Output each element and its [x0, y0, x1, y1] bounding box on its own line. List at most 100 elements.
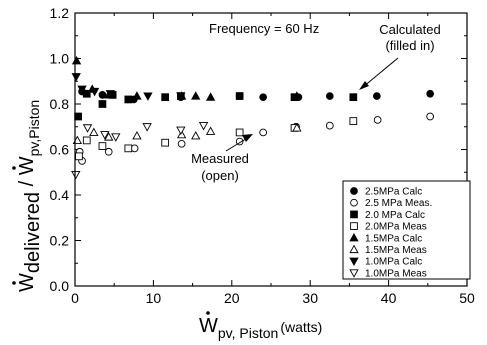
data-point [205, 92, 216, 101]
legend-marker [350, 187, 358, 195]
data-point [75, 152, 83, 161]
y-tick-label: 0.4 [50, 187, 70, 203]
data-point [105, 90, 115, 99]
data-point [71, 170, 81, 180]
calculated-arrow-head [359, 81, 369, 90]
data-point [132, 91, 142, 100]
legend-marker [349, 232, 359, 242]
y-tick-label: 0.8 [50, 96, 70, 112]
data-point [426, 112, 435, 121]
y-tick-label: 0.2 [50, 233, 70, 249]
data-point [198, 122, 209, 131]
y-label-slash: / [16, 175, 38, 192]
series-6 [71, 73, 186, 101]
y-tick-label: 1.0 [50, 51, 70, 67]
x-tick-label: 10 [146, 290, 162, 306]
data-point [98, 142, 107, 150]
data-point [292, 91, 302, 100]
frequency-annotation: Frequency = 60 Hz [209, 21, 319, 36]
data-point [176, 126, 186, 135]
y-tick-labels: 0.0 0.2 0.4 0.6 0.8 1.0 1.2 [50, 5, 70, 294]
legend-box [342, 180, 471, 280]
calculated-arrow-line [362, 57, 399, 88]
data-point [104, 132, 114, 141]
plot-frame [74, 12, 468, 287]
legend-label: 2.0MPa Meas [365, 222, 427, 233]
data-point [191, 131, 201, 140]
data-point [82, 124, 93, 133]
legend-marker [350, 210, 358, 219]
y-tick-label: 0.6 [50, 142, 70, 158]
data-point [325, 92, 334, 100]
data-point [205, 126, 216, 135]
data-point [161, 138, 170, 147]
x-tick-label: 30 [302, 290, 318, 306]
data-point [98, 100, 107, 108]
data-point [176, 92, 186, 101]
data-point [98, 91, 107, 99]
x-tick-labels: 0 10 20 30 40 50 [71, 290, 475, 306]
legend-marker [349, 269, 359, 278]
legend-marker [350, 198, 358, 207]
series-7 [71, 122, 209, 180]
y-label-num-dot [12, 281, 16, 285]
measured-annotation-line1: Measured [191, 151, 249, 166]
data-point [130, 144, 139, 153]
data-point [426, 89, 435, 98]
data-point [161, 93, 170, 102]
x-label-unit: (watts) [280, 319, 322, 335]
data-point [325, 121, 334, 130]
data-point [259, 93, 268, 102]
data-point [259, 128, 268, 137]
data-point [111, 133, 121, 142]
data-point [100, 131, 110, 140]
data-point [142, 123, 152, 132]
data-point [132, 131, 142, 140]
x-label-dot [206, 311, 210, 315]
data-point [177, 139, 186, 148]
data-point [71, 73, 81, 82]
x-tick-label: 50 [459, 290, 475, 306]
data-point [124, 144, 133, 153]
data-point [349, 117, 358, 125]
svg-text:Wpv, Piston(watts): Wpv, Piston (watts) [199, 315, 322, 341]
data-point [124, 95, 133, 104]
y-label-den-dot [12, 166, 16, 170]
legend-marker [349, 257, 359, 267]
data-point [89, 87, 100, 97]
legend-label: 1.5MPa Meas [365, 245, 427, 256]
data-point [235, 92, 244, 100]
data-point [292, 123, 302, 132]
measured-arrow-head [242, 134, 253, 142]
x-label-symbol: W [199, 315, 218, 337]
x-label-subscript: pv, Piston [218, 325, 278, 341]
legend-label: 1.0MPa Calc [365, 257, 422, 268]
data-point [349, 93, 358, 102]
legend-marker [349, 244, 359, 254]
y-label-num-sub: delivered [22, 192, 44, 273]
data-point [82, 136, 91, 145]
data-point [373, 116, 382, 124]
x-axis-label: Wpv, Piston (watts) [199, 311, 322, 341]
data-point [104, 147, 113, 156]
data-point [191, 91, 201, 100]
y-label-den-symbol: W [16, 156, 38, 175]
calculated-annotation-line1: Calculated [379, 22, 440, 37]
data-point [89, 127, 99, 137]
data-points [71, 55, 435, 180]
data-point [82, 89, 91, 98]
y-label-num-symbol: W [16, 273, 38, 292]
y-tick-label: 0.0 [50, 278, 70, 294]
x-tick-label: 20 [224, 290, 240, 306]
y-axis-label: Wdelivered / Wpv,Piston [12, 100, 44, 292]
data-point [74, 112, 82, 121]
x-tick-label: 0 [71, 290, 79, 306]
data-point [235, 128, 244, 137]
data-point [176, 129, 187, 139]
x-tick-label: 40 [381, 290, 397, 306]
y-tick-label: 1.2 [50, 5, 70, 21]
y-label-den-sub: pv,Piston [26, 100, 42, 157]
